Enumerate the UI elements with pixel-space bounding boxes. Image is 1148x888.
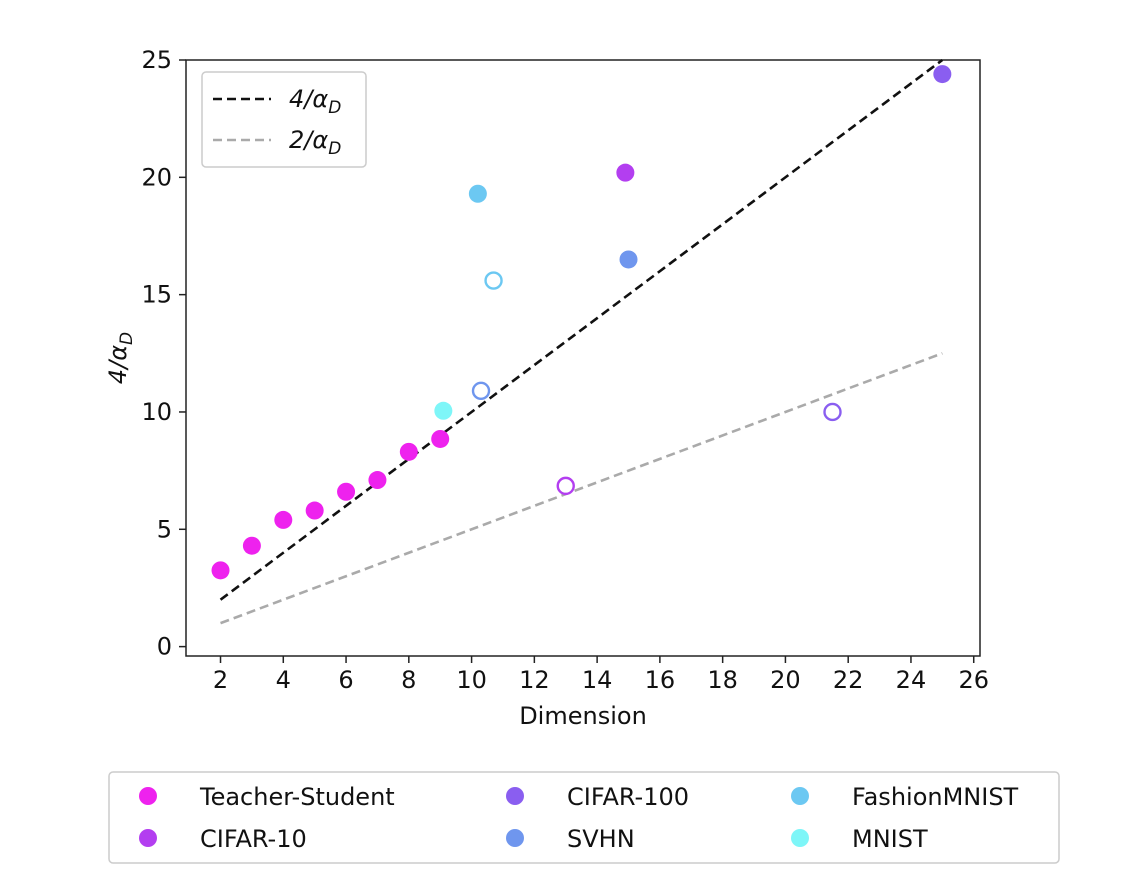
- x-tick-label: 10: [456, 666, 487, 694]
- x-tick-label: 20: [770, 666, 801, 694]
- legend: Teacher-Student CIFAR-10 CIFAR-100 SVHN Fash…: [108, 771, 1060, 864]
- legend-marker-mnist: [791, 829, 809, 847]
- point-cifar-100: [933, 65, 952, 84]
- point-teacher-student: [274, 510, 293, 529]
- point-mnist: [434, 401, 453, 420]
- x-tick-label: 16: [645, 666, 676, 694]
- x-tick-label: 8: [401, 666, 416, 694]
- reference-line-four-over-alpha: [219, 58, 944, 601]
- legend-label-cifar-100: CIFAR-100: [567, 783, 689, 811]
- point-teacher-student: [368, 471, 387, 490]
- legend-marker-cifar-100: [506, 787, 524, 805]
- y-tick-label: 5: [157, 515, 172, 543]
- point-teacher-student: [211, 561, 230, 580]
- x-axis-label: Dimension: [519, 702, 647, 730]
- y-tick-label: 25: [141, 46, 172, 74]
- point-cifar-10: [616, 163, 635, 182]
- reference-legend-label: 2/αD: [289, 126, 341, 159]
- legend-label-svhn: SVHN: [567, 825, 635, 853]
- x-tick-label: 14: [582, 666, 613, 694]
- point-teacher-student: [305, 501, 324, 520]
- x-tick-label: 6: [338, 666, 353, 694]
- y-tick-label: 0: [157, 633, 172, 661]
- reference-line-two-over-alpha: [220, 352, 943, 625]
- x-tick-label: 22: [833, 666, 864, 694]
- point-teacher-student: [242, 536, 261, 555]
- y-axis-label: 4/αD: [104, 332, 137, 384]
- scatter-points: [211, 65, 952, 580]
- y-tick-label: 20: [141, 163, 172, 191]
- x-tick-label: 24: [896, 666, 927, 694]
- x-tick-label: 2: [213, 666, 228, 694]
- legend-marker-cifar-10: [139, 829, 157, 847]
- legend-label-mnist: MNIST: [852, 825, 928, 853]
- y-axis-label-text: 4/αD: [104, 332, 137, 384]
- point-cifar-100-hollow: [823, 402, 842, 422]
- reference-legend: 4/αD 2/αD: [201, 71, 367, 168]
- x-tick-label: 26: [958, 666, 989, 694]
- y-tick-label: 15: [141, 281, 172, 309]
- point-fashionmnist-hollow: [484, 271, 503, 290]
- x-tick-label: 12: [519, 666, 550, 694]
- point-fashionmnist: [468, 184, 487, 203]
- legend-marker-teacher-student: [139, 787, 157, 805]
- legend-marker-svhn: [506, 829, 524, 847]
- legend-marker-fashionmnist: [791, 787, 809, 805]
- x-tick-label: 4: [276, 666, 291, 694]
- y-tick-label: 10: [141, 398, 172, 426]
- legend-label-teacher-student: Teacher-Student: [199, 783, 395, 811]
- point-teacher-student: [399, 442, 418, 461]
- legend-label-fashionmnist: FashionMNIST: [852, 783, 1019, 811]
- reference-legend-box: [201, 71, 367, 168]
- reference-lines: [219, 58, 944, 625]
- point-teacher-student: [431, 429, 450, 448]
- x-tick-label: 18: [707, 666, 738, 694]
- legend-box: [108, 771, 1060, 864]
- reference-legend-label: 4/αD: [289, 85, 341, 118]
- legend-label-cifar-10: CIFAR-10: [200, 825, 307, 853]
- point-svhn-hollow: [471, 381, 491, 401]
- point-svhn: [619, 250, 638, 269]
- point-teacher-student: [337, 482, 356, 501]
- point-cifar-10-hollow: [556, 476, 575, 496]
